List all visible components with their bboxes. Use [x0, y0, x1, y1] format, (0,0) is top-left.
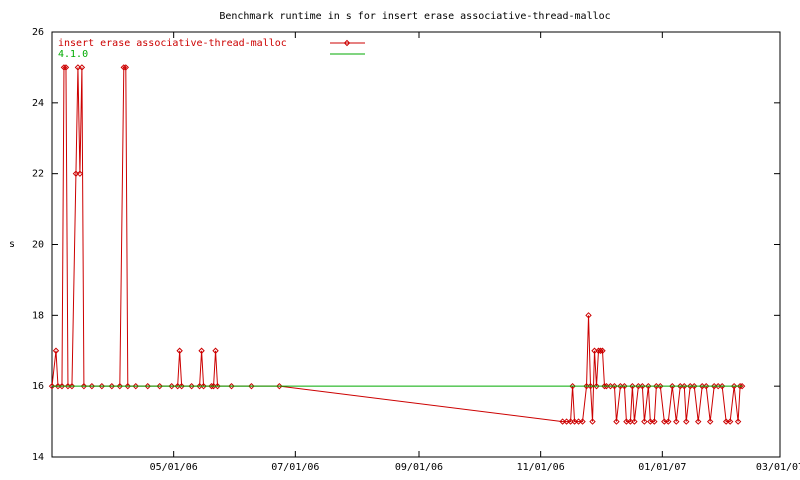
data-point [681, 382, 688, 390]
data-point [569, 382, 576, 390]
data-point [587, 382, 594, 390]
data-point [585, 312, 592, 319]
data-point [176, 347, 183, 354]
data-point [738, 382, 746, 390]
data-point [168, 382, 175, 390]
data-point [212, 347, 219, 354]
data-point [68, 382, 76, 390]
data-point [683, 418, 690, 425]
data-point [641, 418, 648, 425]
x-tick-label: 01/01/07 [638, 462, 686, 473]
data-point [695, 418, 702, 425]
data-point [657, 382, 664, 390]
data-point [188, 382, 195, 390]
data-point [52, 347, 60, 354]
data-point [58, 382, 66, 390]
data-point [691, 382, 698, 390]
data-point [198, 347, 205, 354]
data-point [589, 418, 596, 425]
data-point [78, 64, 86, 71]
data-point [673, 418, 680, 425]
data-point [60, 64, 68, 71]
y-tick-label: 26 [32, 27, 44, 38]
data-point [200, 382, 207, 390]
legend-marker [343, 39, 351, 47]
data-point [734, 418, 742, 425]
data-point [706, 418, 714, 425]
y-tick-label: 24 [32, 98, 44, 109]
data-point [736, 382, 744, 390]
data-point [248, 382, 255, 390]
data-point [599, 347, 606, 354]
data-point [132, 382, 139, 390]
data-point [645, 382, 652, 390]
data-point [108, 382, 116, 390]
data-point [579, 418, 586, 425]
data-point [156, 382, 163, 390]
data-point [120, 64, 128, 71]
x-tick-label: 11/01/06 [517, 462, 565, 473]
data-point [228, 382, 235, 390]
data-point [718, 382, 726, 390]
data-point [208, 382, 215, 390]
data-point [613, 418, 620, 425]
legend-label: 4.1.0 [58, 49, 88, 60]
data-point [178, 382, 185, 390]
data-point [730, 382, 738, 390]
data-point [276, 382, 283, 390]
data-point [124, 382, 131, 390]
data-point [144, 382, 151, 390]
series-line [51, 66, 743, 423]
data-point [88, 382, 96, 390]
data-point [702, 382, 710, 390]
y-tick-label: 18 [32, 310, 44, 321]
chart-title: Benchmark runtime in s for insert erase … [219, 11, 610, 22]
data-point [629, 382, 636, 390]
x-tick-label: 09/01/06 [395, 462, 443, 473]
x-tick-label: 05/01/06 [150, 462, 198, 473]
data-point [80, 382, 88, 390]
plot-frame [51, 31, 781, 458]
data-point [669, 382, 676, 390]
y-tick-label: 16 [32, 381, 44, 392]
data-point [597, 347, 604, 354]
data-point [611, 382, 618, 390]
data-point [62, 64, 70, 71]
data-point [76, 170, 84, 177]
x-tick-label: 03/01/07 [756, 462, 800, 473]
y-tick-label: 22 [32, 169, 44, 180]
data-point [651, 418, 658, 425]
data-point [98, 382, 106, 390]
y-tick-label: 20 [32, 240, 44, 251]
data-point [116, 382, 124, 390]
legend-label: insert erase associative-thread-malloc [58, 38, 287, 49]
data-point [601, 382, 608, 390]
data-point [631, 418, 638, 425]
data-point [726, 418, 734, 425]
data-point [621, 382, 628, 390]
data-point [214, 382, 221, 390]
data-point [48, 382, 56, 390]
data-point [122, 64, 130, 71]
x-tick-label: 07/01/06 [271, 462, 319, 473]
data-point [593, 382, 600, 390]
data-point [639, 382, 646, 390]
data-point [665, 418, 672, 425]
y-tick-label: 14 [32, 452, 44, 463]
y-axis-label: s [9, 239, 15, 250]
